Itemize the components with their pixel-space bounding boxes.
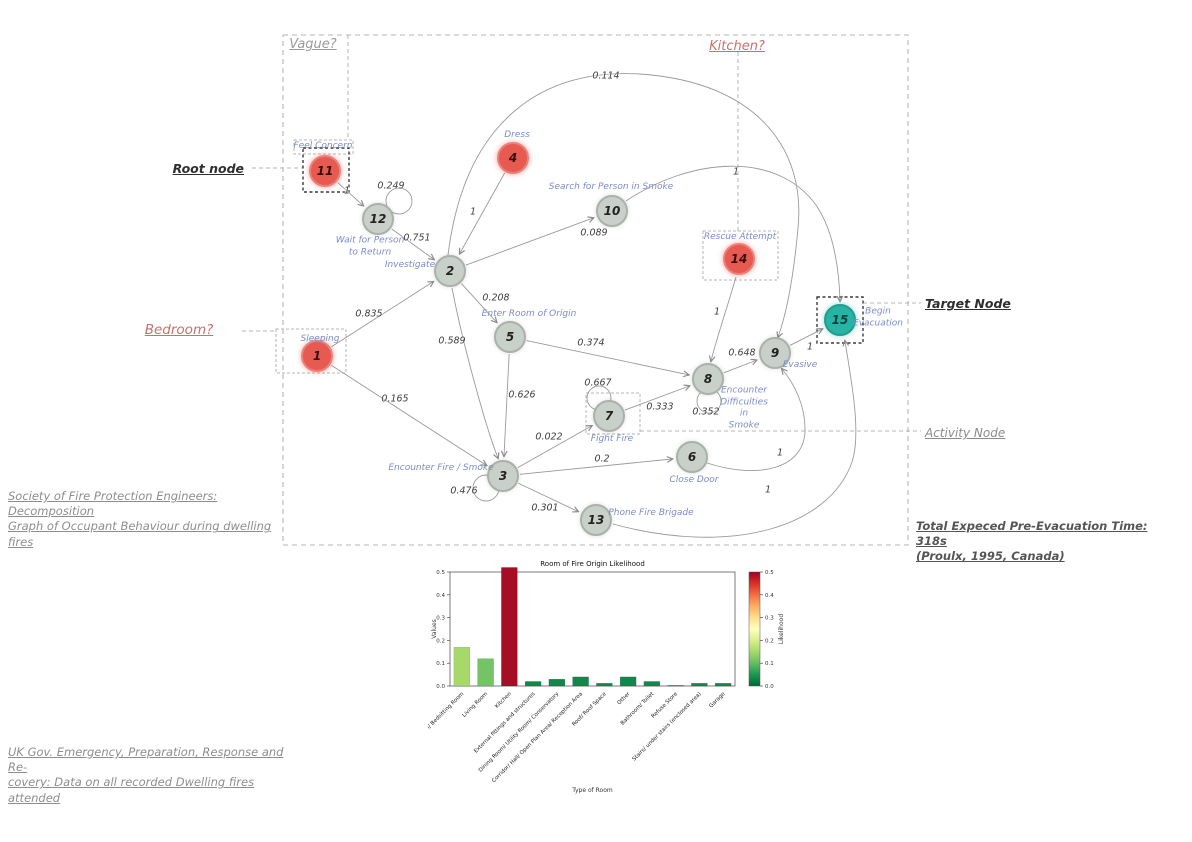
edge-14-8	[711, 276, 737, 361]
legend-root-node: Root node	[172, 161, 244, 176]
bar-6	[596, 683, 613, 687]
y-tick-label: 0.4	[436, 593, 445, 599]
feel-concern-label-box	[293, 139, 354, 155]
edge-2-3	[451, 287, 498, 458]
sleeping-node-box	[275, 328, 347, 374]
bar-0	[453, 647, 471, 687]
edge-13-15	[612, 341, 857, 538]
bar-10	[691, 683, 708, 687]
region-label-vague: Vague?	[289, 37, 337, 52]
bar-11	[714, 683, 732, 687]
edge-1-3	[331, 364, 486, 465]
self-loop-7	[586, 385, 612, 411]
edge-11-12	[337, 182, 364, 205]
x-tick-label: Garage	[708, 691, 727, 710]
chart-ylabel: Values	[431, 619, 438, 639]
y-tick-label: 0.2	[436, 638, 445, 644]
self-loop-8	[696, 388, 722, 414]
chart-title: Room of Fire Origin Likelihood	[540, 560, 645, 568]
graph-outer-box	[282, 34, 909, 546]
root-node-box	[302, 147, 350, 193]
colorbar-tick-label: 0.5	[765, 570, 774, 576]
colorbar-tick-label: 0.4	[765, 593, 774, 599]
bar-3	[524, 681, 542, 687]
region-label-kitchen: Kitchen?	[709, 39, 765, 54]
edge-5-3	[504, 353, 510, 456]
edge-4-2	[460, 172, 506, 254]
edge-8-9	[723, 360, 757, 374]
edge-3-13	[518, 482, 578, 511]
bar-7	[619, 676, 637, 687]
edge-layer	[331, 73, 857, 538]
colorbar-label: Likelihood	[778, 614, 785, 644]
edge-2-9	[447, 73, 800, 337]
x-tick-label: Kitchen	[494, 691, 513, 710]
target-node-box	[816, 296, 864, 344]
room-origin-bar-chart: Room of Fire Origin Likelihood Values Type…	[428, 560, 785, 794]
chart-xlabel: Type of Room	[571, 787, 613, 794]
self-loop-12	[385, 187, 413, 215]
edge-3-7	[517, 426, 592, 469]
y-tick-label: 0.3	[436, 616, 445, 622]
edge-5-8	[526, 340, 689, 375]
colorbar-tick-label: 0.0	[765, 684, 774, 690]
x-tick-label: Bedroom/ Bedsitting Room	[428, 691, 465, 746]
y-tick-label: 0.1	[436, 661, 445, 667]
legend-activity-node: Activity Node	[925, 426, 1006, 440]
edge-2-10	[465, 218, 593, 266]
region-label-bedroom: Bedroom?	[144, 322, 214, 338]
citation-chart-source: UK Gov. Emergency, Preparation, Response…	[8, 745, 284, 805]
colorbar	[748, 571, 761, 687]
edge-7-8	[624, 386, 689, 411]
bar-5	[572, 676, 589, 687]
colorbar-tick-label: 0.1	[765, 661, 774, 667]
colorbar-tick-label: 0.3	[765, 616, 774, 622]
bar-8	[643, 681, 661, 687]
x-tick-label: Corridor/ Hall/ Open Plan Area/ Receptio…	[491, 691, 584, 784]
x-tick-label: Other	[616, 691, 632, 707]
citation-graph-source: Society of Fire Protection Engineers: De…	[8, 489, 272, 549]
edge-9-15	[789, 329, 822, 346]
edge-3-6	[519, 459, 672, 475]
edge-12-2	[391, 228, 434, 259]
edge-10-15	[625, 165, 840, 301]
bar-2	[501, 567, 518, 687]
fight-fire-node-box	[585, 392, 641, 435]
rescue-attempt-node-box	[702, 230, 779, 281]
bar-9	[667, 685, 684, 687]
y-tick-label: 0.5	[436, 570, 445, 576]
edge-1-2	[331, 282, 433, 348]
self-loop-3	[472, 474, 500, 502]
plot-border	[449, 571, 736, 687]
colorbar-tick-label: 0.2	[765, 638, 774, 644]
edge-2-5	[461, 283, 496, 323]
legend-target-node: Target Node	[925, 296, 1011, 311]
x-tick-label: Living Room	[461, 691, 489, 719]
y-tick-label: 0.0	[436, 684, 445, 690]
total-pre-evacuation-time: Total Expeced Pre-Evacuation Time: 318s …	[916, 519, 1148, 564]
bar-1	[477, 658, 494, 687]
bar-4	[548, 678, 566, 687]
edge-6-9	[706, 369, 806, 471]
